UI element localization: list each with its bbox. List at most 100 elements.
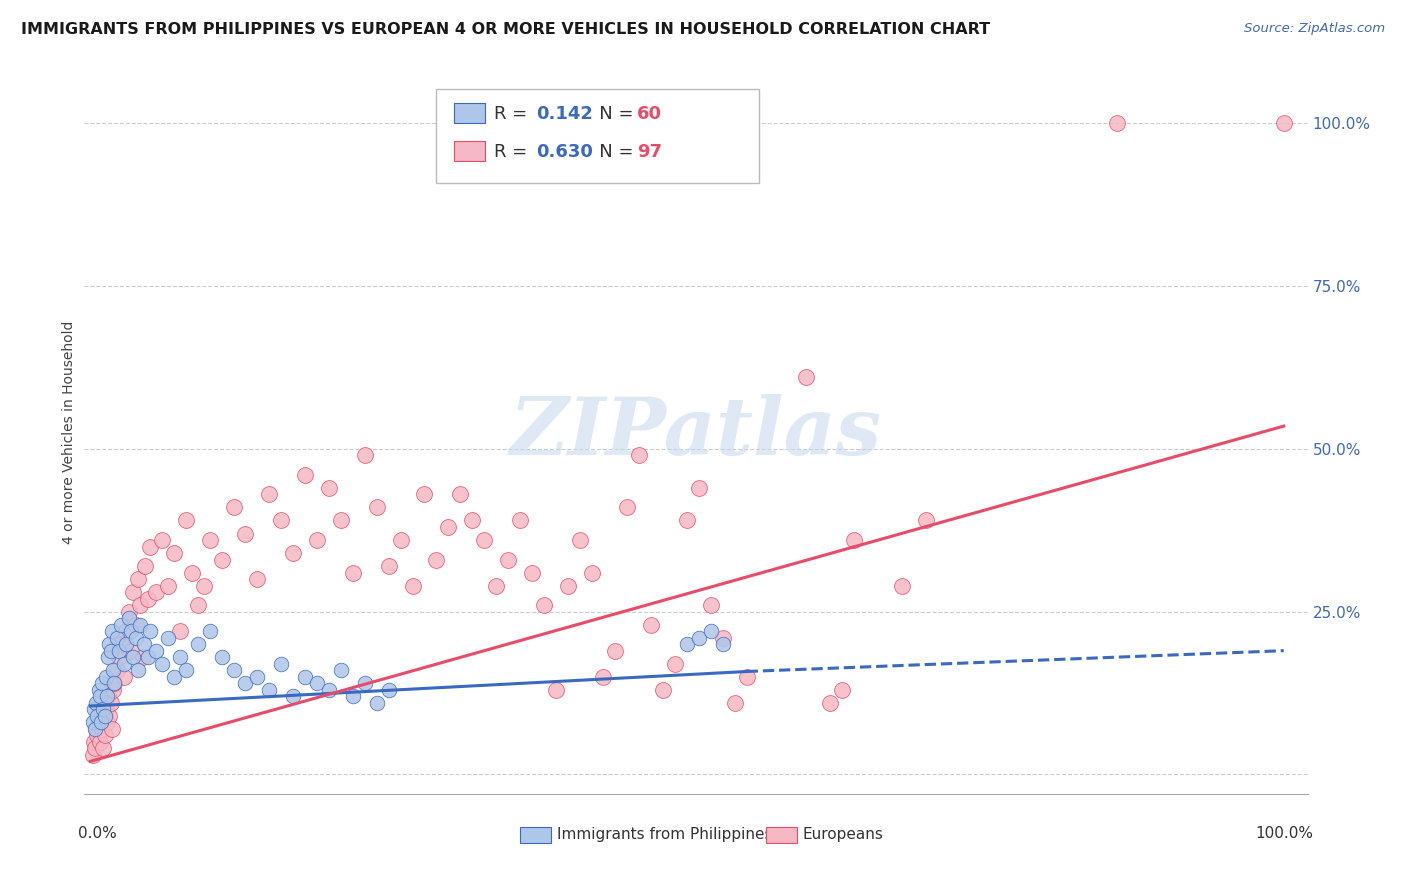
Point: [132, 650, 155, 665]
Point: [688, 631, 710, 645]
Point: [724, 696, 747, 710]
Point: [124, 617, 146, 632]
Point: [82, 747, 104, 762]
Point: [120, 624, 142, 639]
Point: [103, 676, 125, 690]
Point: [628, 449, 651, 463]
Point: [592, 670, 614, 684]
Point: [136, 650, 159, 665]
Point: [84, 722, 107, 736]
Point: [97, 690, 120, 704]
Point: [101, 682, 124, 697]
Point: [180, 566, 202, 580]
Point: [307, 676, 329, 690]
Point: [156, 631, 179, 645]
Point: [163, 670, 186, 684]
Point: [174, 514, 197, 528]
Point: [86, 708, 108, 723]
Point: [283, 690, 305, 704]
Point: [1272, 116, 1295, 130]
Text: Immigrants from Philippines: Immigrants from Philippines: [557, 827, 772, 842]
Point: [132, 637, 155, 651]
Point: [711, 637, 734, 651]
Point: [96, 715, 118, 730]
Point: [700, 598, 723, 612]
Point: [150, 533, 173, 547]
Point: [318, 481, 340, 495]
Point: [93, 702, 115, 716]
Point: [246, 670, 269, 684]
Point: [270, 514, 292, 528]
Point: [98, 637, 121, 651]
Point: [193, 578, 215, 592]
Text: Source: ZipAtlas.com: Source: ZipAtlas.com: [1244, 22, 1385, 36]
Point: [108, 650, 131, 665]
Point: [100, 643, 122, 657]
Point: [914, 514, 936, 528]
Point: [86, 728, 108, 742]
Point: [294, 670, 316, 684]
Point: [425, 552, 447, 566]
Point: [93, 708, 115, 723]
Point: [127, 663, 149, 677]
Text: N =: N =: [582, 105, 640, 123]
Point: [818, 696, 841, 710]
Point: [105, 631, 128, 645]
Point: [127, 572, 149, 586]
Point: [112, 670, 135, 684]
Point: [90, 715, 112, 730]
Point: [120, 643, 142, 657]
Point: [307, 533, 329, 547]
Point: [115, 637, 138, 651]
Point: [94, 702, 117, 716]
Point: [329, 663, 352, 677]
Point: [581, 566, 603, 580]
Point: [169, 624, 191, 639]
Point: [688, 481, 710, 495]
Point: [110, 637, 132, 651]
Point: [93, 728, 115, 742]
Point: [711, 631, 734, 645]
Point: [211, 552, 233, 566]
Point: [472, 533, 495, 547]
Point: [134, 559, 156, 574]
Point: [842, 533, 865, 547]
Point: [235, 526, 257, 541]
Point: [235, 676, 257, 690]
Point: [187, 637, 209, 651]
Point: [96, 690, 118, 704]
Point: [342, 690, 364, 704]
Point: [568, 533, 591, 547]
Text: 0.630: 0.630: [536, 143, 592, 161]
Point: [318, 682, 340, 697]
Point: [83, 735, 105, 749]
Point: [108, 643, 131, 657]
Point: [110, 617, 132, 632]
Point: [100, 696, 122, 710]
Point: [112, 657, 135, 671]
Point: [520, 566, 543, 580]
Point: [366, 696, 388, 710]
Point: [89, 690, 111, 704]
Text: R =: R =: [494, 105, 533, 123]
Point: [890, 578, 912, 592]
Point: [145, 643, 167, 657]
Text: IMMIGRANTS FROM PHILIPPINES VS EUROPEAN 4 OR MORE VEHICLES IN HOUSEHOLD CORRELAT: IMMIGRANTS FROM PHILIPPINES VS EUROPEAN …: [21, 22, 990, 37]
Point: [115, 624, 138, 639]
Point: [94, 670, 117, 684]
Point: [700, 624, 723, 639]
Text: 100.0%: 100.0%: [1256, 826, 1313, 841]
Point: [259, 487, 281, 501]
Point: [84, 741, 107, 756]
Point: [353, 676, 375, 690]
Point: [222, 500, 245, 515]
Y-axis label: 4 or more Vehicles in Household: 4 or more Vehicles in Household: [62, 321, 76, 544]
Point: [122, 650, 145, 665]
Point: [91, 722, 114, 736]
Point: [124, 631, 146, 645]
Point: [461, 514, 484, 528]
Point: [796, 370, 818, 384]
Text: 60: 60: [637, 105, 662, 123]
Point: [449, 487, 471, 501]
Point: [105, 663, 128, 677]
